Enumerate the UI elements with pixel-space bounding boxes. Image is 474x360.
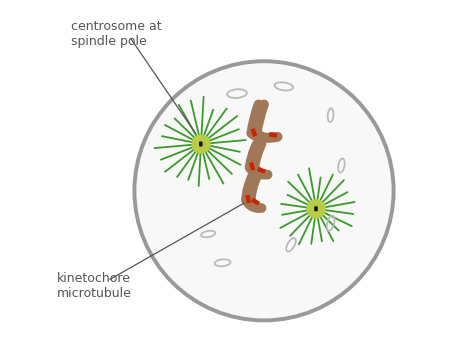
Text: centrosome at
spindle pole: centrosome at spindle pole: [72, 20, 162, 48]
Polygon shape: [269, 132, 277, 138]
Ellipse shape: [135, 61, 393, 320]
FancyBboxPatch shape: [200, 141, 202, 147]
Circle shape: [192, 135, 210, 153]
Polygon shape: [251, 198, 260, 206]
Polygon shape: [246, 195, 251, 203]
Circle shape: [307, 200, 325, 218]
FancyBboxPatch shape: [314, 206, 317, 211]
Polygon shape: [257, 167, 266, 174]
Polygon shape: [251, 128, 257, 137]
FancyBboxPatch shape: [199, 141, 201, 147]
Text: kinetochore
microtubule: kinetochore microtubule: [57, 272, 132, 300]
Polygon shape: [249, 162, 255, 171]
FancyBboxPatch shape: [315, 206, 318, 211]
